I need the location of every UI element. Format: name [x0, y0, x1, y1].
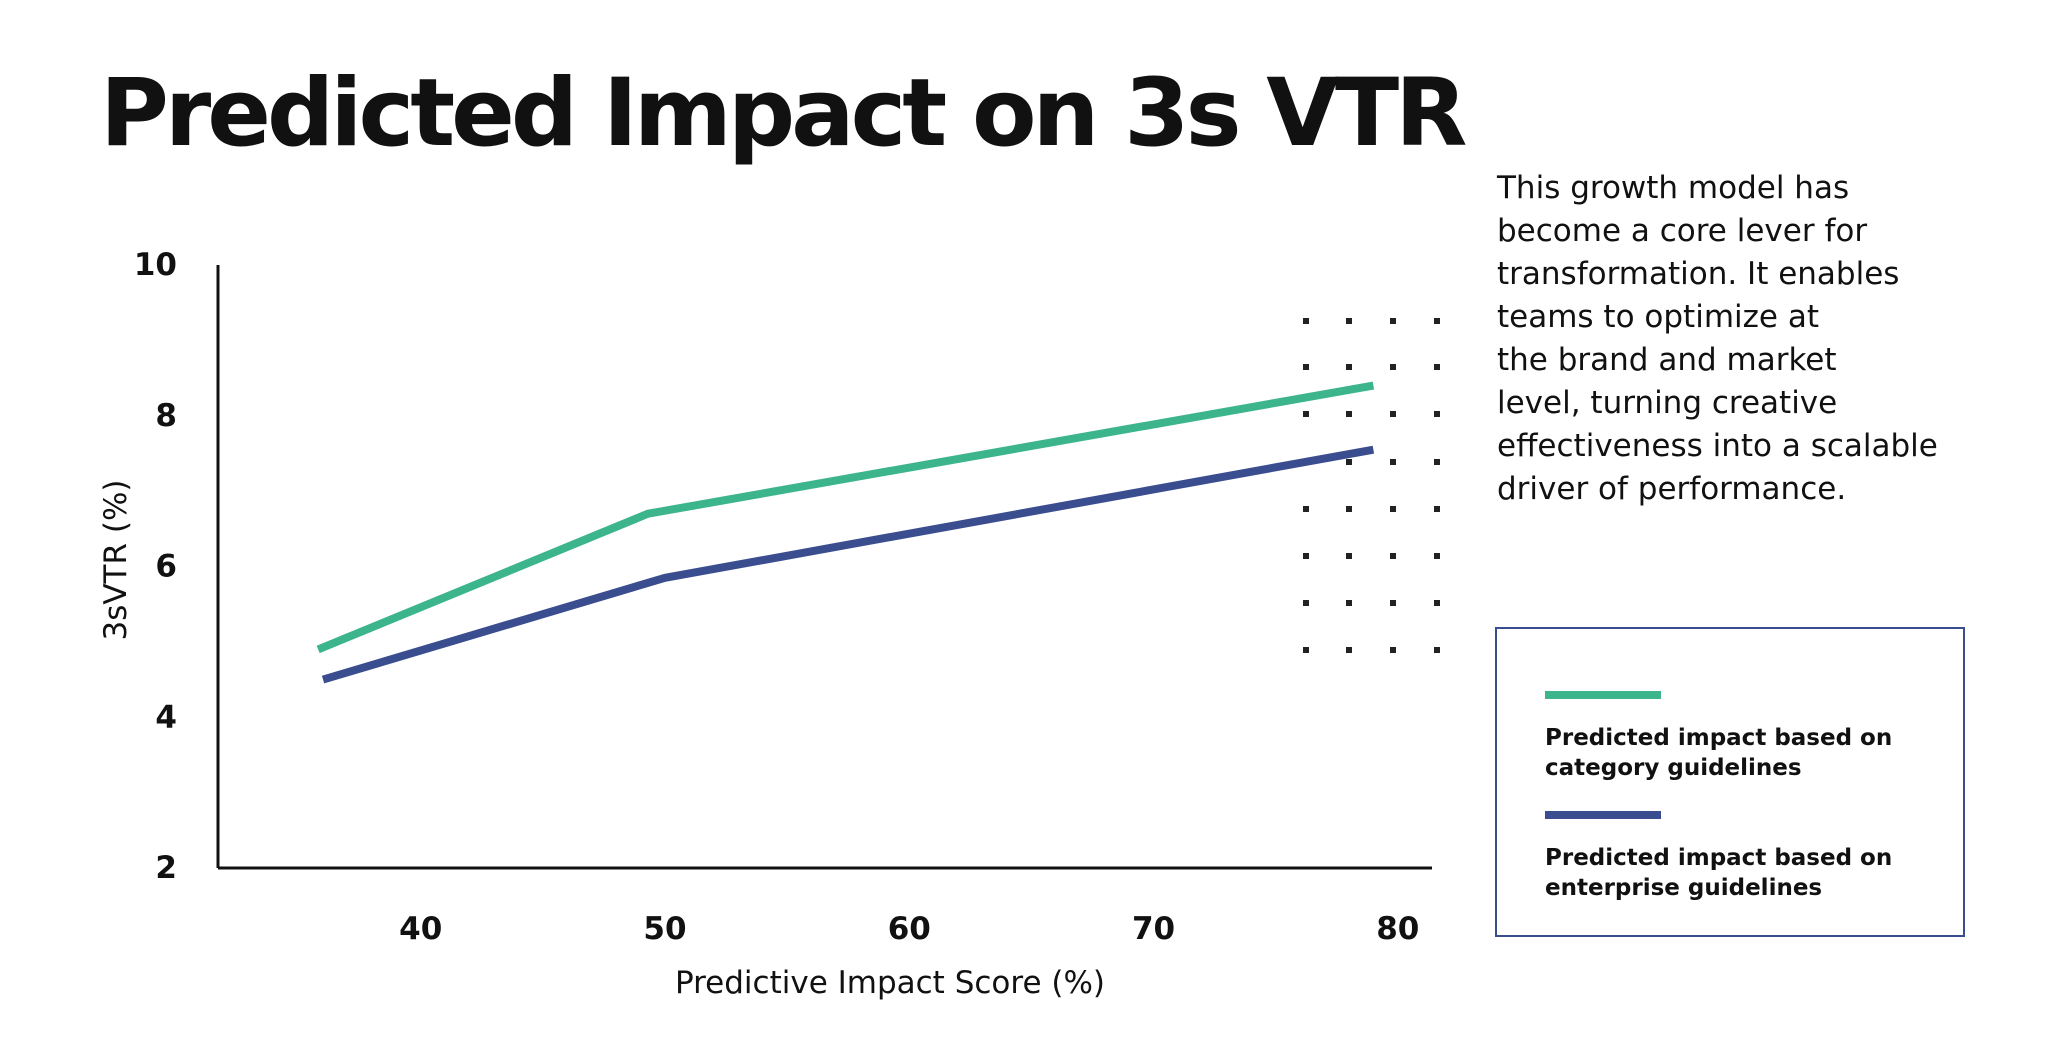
- decor-dot-4-1: [1346, 506, 1352, 512]
- series-line-enterprise: [321, 445, 1375, 684]
- legend: Predicted impact based on category guide…: [1495, 627, 1965, 937]
- decor-dot-7-1: [1346, 647, 1352, 653]
- x-tick-label-50: 50: [643, 911, 686, 947]
- y-tick-label-2: 2: [155, 850, 177, 886]
- decor-dot-3-3: [1434, 459, 1440, 465]
- decor-dot-7-2: [1390, 647, 1396, 653]
- legend-label-category: Predicted impact based on category guide…: [1545, 725, 1893, 781]
- decor-dot-1-2: [1390, 364, 1396, 370]
- decor-dot-4-0: [1303, 506, 1309, 512]
- decor-dot-0-0: [1303, 318, 1309, 324]
- x-tick-label-40: 40: [399, 911, 442, 947]
- decor-dot-2-1: [1346, 411, 1352, 417]
- decor-dot-0-3: [1434, 318, 1440, 324]
- decor-dot-7-3: [1434, 647, 1440, 653]
- decor-dot-3-1: [1346, 459, 1352, 465]
- legend-item-category: Predicted impact based on category guide…: [1545, 691, 1892, 783]
- decor-dot-7-0: [1303, 647, 1309, 653]
- y-tick-label-4: 4: [155, 699, 177, 735]
- series-line-category: [316, 381, 1375, 654]
- legend-swatch-category: [1545, 691, 1661, 699]
- x-axis-title: Predictive Impact Score (%): [675, 965, 1105, 1001]
- decor-dot-6-1: [1346, 600, 1352, 606]
- y-tick-label-10: 10: [134, 247, 177, 283]
- decor-dot-2-2: [1390, 411, 1396, 417]
- decor-dot-0-1: [1346, 318, 1352, 324]
- decor-dot-5-1: [1346, 553, 1352, 559]
- decor-dot-5-3: [1434, 553, 1440, 559]
- decor-dot-1-1: [1346, 364, 1352, 370]
- decor-dot-1-0: [1303, 364, 1309, 370]
- y-axis-title: 3sVTR (%): [98, 479, 134, 640]
- decor-dot-6-2: [1390, 600, 1396, 606]
- decor-dot-4-2: [1390, 506, 1396, 512]
- description-text: This growth model has become a core leve…: [1497, 170, 1938, 507]
- decor-dot-4-3: [1434, 506, 1440, 512]
- decor-dot-6-3: [1434, 600, 1440, 606]
- decor-dot-2-3: [1434, 411, 1440, 417]
- chart-title: Predicted Impact on 3s VTR: [100, 59, 1468, 168]
- x-tick-label-80: 80: [1376, 911, 1419, 947]
- y-tick-label-6: 6: [155, 549, 177, 585]
- decor-dot-0-2: [1390, 318, 1396, 324]
- decor-dot-6-0: [1303, 600, 1309, 606]
- x-tick-label-60: 60: [888, 911, 931, 947]
- y-tick-label-8: 8: [155, 398, 177, 434]
- legend-swatch-enterprise: [1545, 811, 1661, 819]
- legend-item-enterprise: Predicted impact based on enterprise gui…: [1545, 811, 1892, 903]
- decor-dot-2-0: [1303, 411, 1309, 417]
- decor-dot-5-0: [1303, 553, 1309, 559]
- decor-dot-5-2: [1390, 553, 1396, 559]
- legend-label-enterprise: Predicted impact based on enterprise gui…: [1545, 845, 1893, 901]
- x-tick-label-70: 70: [1132, 911, 1175, 947]
- decor-dot-1-3: [1434, 364, 1440, 370]
- decor-dot-3-2: [1390, 459, 1396, 465]
